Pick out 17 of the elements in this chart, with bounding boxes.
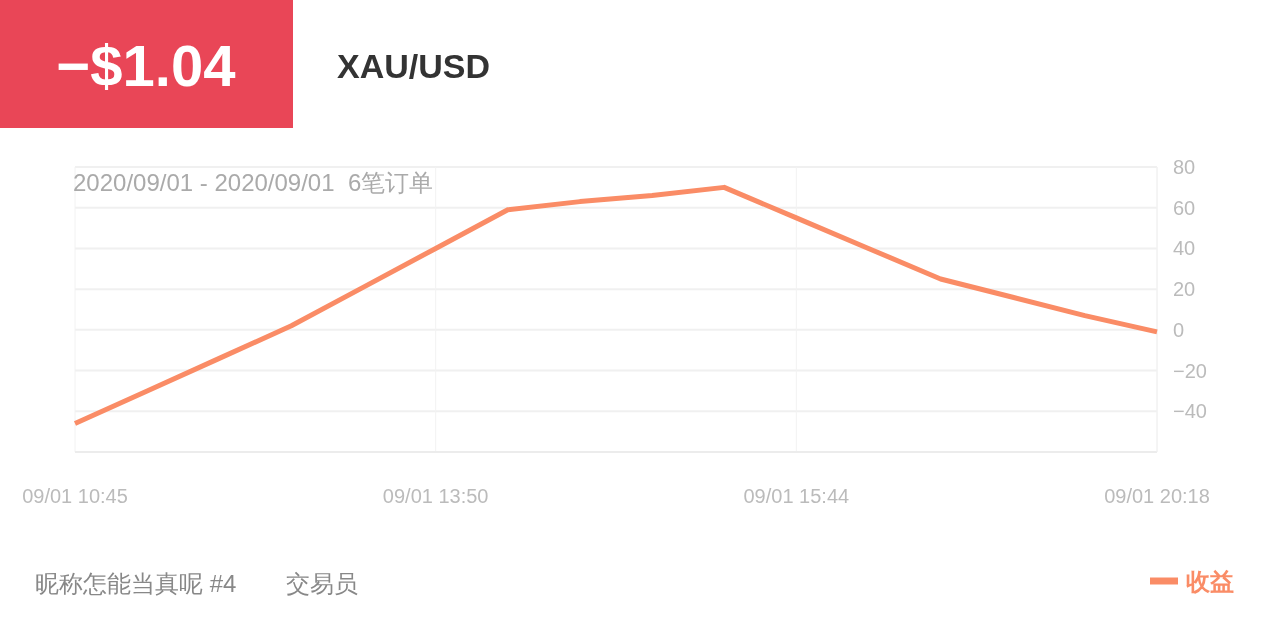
y-tick-label: 40: [1173, 237, 1196, 260]
x-tick-label: 09/01 20:18: [1104, 485, 1210, 507]
y-tick-label: −40: [1173, 400, 1207, 423]
x-tick-label: 09/01 10:45: [22, 485, 128, 507]
x-tick-label: 09/01 13:50: [382, 485, 489, 507]
text: 昵称怎能当真呢 #4: [35, 570, 237, 597]
chart-subtitle: 2020/09/01 - 2020/09/01 6笔订单: [73, 169, 434, 196]
y-tick-label: 60: [1173, 196, 1196, 219]
y-tick-label: 0: [1173, 318, 1185, 341]
text: 交易员: [286, 570, 359, 597]
x-tick-label: 09/01 15:44: [743, 485, 850, 507]
y-tick-label: 80: [1173, 156, 1196, 178]
text: −$1.04: [56, 33, 236, 98]
y-tick-label: 20: [1173, 278, 1196, 301]
chart-title: XAU/USD: [337, 47, 491, 85]
y-tick-label: −20: [1173, 359, 1207, 382]
legend-label: 收益: [1186, 568, 1234, 595]
